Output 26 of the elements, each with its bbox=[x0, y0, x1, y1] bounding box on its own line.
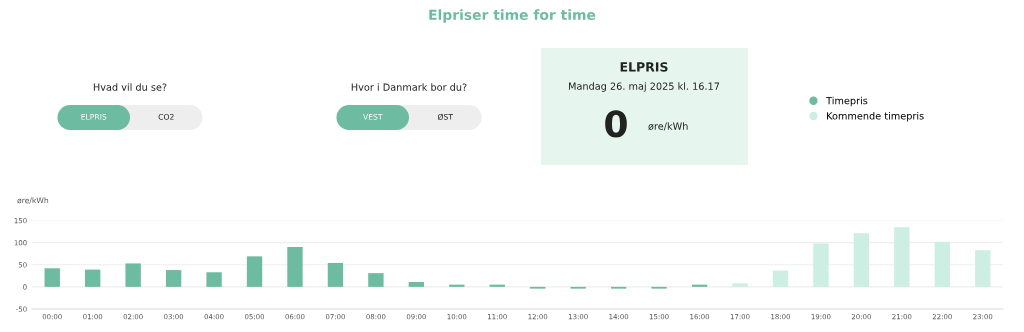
bar bbox=[975, 250, 991, 287]
text: Mandag 26. maj 2025 kl. 16.17 bbox=[569, 82, 720, 92]
bar bbox=[327, 262, 344, 287]
bar bbox=[853, 233, 870, 287]
bar bbox=[732, 283, 748, 287]
legend-label: Timepris bbox=[826, 96, 868, 107]
bar bbox=[85, 269, 101, 287]
bar bbox=[934, 241, 950, 287]
text: ELPRIS bbox=[620, 62, 668, 72]
bar bbox=[287, 247, 303, 287]
chart-title: Elpriser time for time bbox=[429, 9, 596, 23]
bar bbox=[368, 273, 384, 287]
bar bbox=[772, 270, 789, 287]
legend-label: Kommende timepris bbox=[827, 111, 924, 122]
bar bbox=[44, 268, 60, 287]
bar bbox=[246, 256, 263, 287]
text: øre/kWh bbox=[648, 122, 688, 131]
bar bbox=[813, 243, 829, 287]
text: 0 bbox=[605, 110, 627, 138]
bar bbox=[894, 227, 910, 287]
bar bbox=[206, 272, 222, 287]
text: Hvor i Danmark bor du? bbox=[351, 83, 467, 91]
text: Hvad vil du se? bbox=[93, 83, 167, 91]
bar bbox=[408, 282, 425, 287]
bar bbox=[125, 263, 141, 287]
bar bbox=[165, 270, 182, 287]
